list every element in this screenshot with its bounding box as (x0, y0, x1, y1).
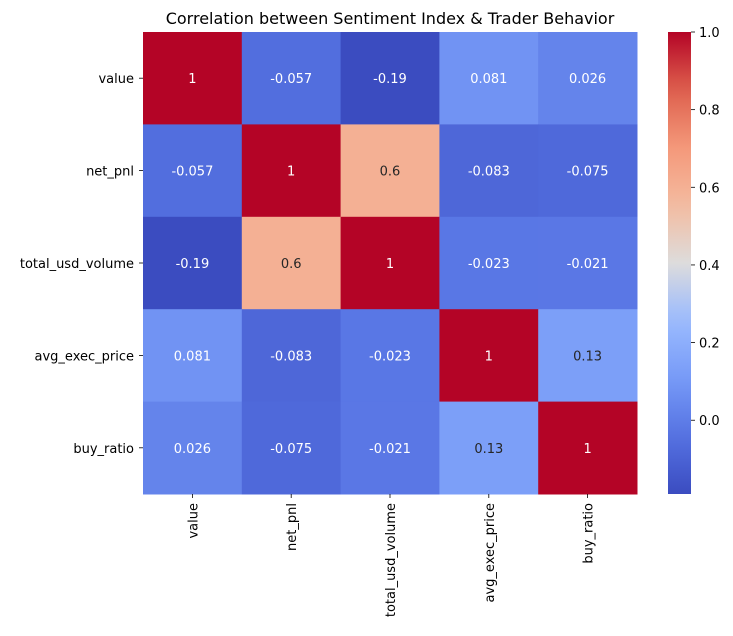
cell-value-label: 1 (386, 257, 394, 272)
y-tick-label: avg_exec_price (35, 349, 134, 364)
heatmap-cell (340, 32, 440, 125)
x-tick-label: avg_exec_price (483, 503, 498, 602)
x-tick-label: net_pnl (285, 503, 300, 551)
heatmap-cell (143, 124, 243, 218)
y-tick-labels: value net_pnl total_usd_volume avg_exec_pri… (20, 72, 143, 457)
heatmap-cell (143, 401, 243, 495)
cell-value-label: -0.021 (369, 442, 411, 457)
cell-value-label: -0.057 (270, 72, 312, 87)
heatmap-cell (241, 216, 342, 310)
cell-value-label: 1 (287, 165, 295, 180)
cell-value-label: 0.6 (281, 257, 302, 272)
y-tick-label: net_pnl (86, 165, 134, 180)
colorbar-tick-label: 0.8 (699, 104, 720, 119)
heatmap-cell (241, 401, 342, 495)
heatmap-cell (439, 216, 539, 310)
heatmap-cell (143, 32, 243, 125)
y-tick-label: value (98, 72, 134, 87)
y-tick-label: total_usd_volume (20, 257, 134, 272)
heatmap-cell (241, 124, 342, 218)
cell-value-label: 0.13 (573, 349, 602, 364)
heatmap-cell (340, 401, 440, 495)
heatmap-cell (538, 124, 638, 218)
heatmap-cell (439, 309, 539, 403)
heatmap-cell (340, 216, 440, 310)
heatmap-cell (340, 124, 440, 218)
x-tick-label: total_usd_volume (384, 503, 399, 617)
colorbar: 0.0 0.2 0.4 0.6 0.8 1.0 (668, 26, 720, 494)
cell-value-label: 0.13 (474, 442, 503, 457)
heatmap-cell (538, 216, 638, 310)
x-tick-labels: value net_pnl total_usd_volume avg_exec_pri… (186, 494, 597, 617)
colorbar-gradient (668, 32, 691, 494)
heatmap-cell (241, 309, 342, 403)
colorbar-tick-label: 1.0 (699, 26, 720, 41)
colorbar-tick-label: 0.0 (699, 414, 720, 429)
colorbar-tick-label: 0.4 (699, 259, 720, 274)
colorbar-tick-label: 0.2 (699, 337, 720, 352)
cell-value-label: -0.19 (373, 72, 407, 87)
cell-value-label: 0.081 (470, 72, 507, 87)
heatmap-cell (538, 309, 638, 403)
heatmap-cell (143, 216, 243, 310)
cell-value-label: 0.081 (174, 349, 211, 364)
cell-value-label: -0.023 (369, 349, 411, 364)
cell-value-label: 1 (485, 349, 493, 364)
heatmap-cell (241, 32, 342, 125)
cell-value-label: -0.083 (468, 165, 510, 180)
colorbar-tick-label: 0.6 (699, 181, 720, 196)
heatmap-cell (439, 32, 539, 125)
cell-value-label: 1 (583, 442, 591, 457)
chart-title: Correlation between Sentiment Index & Tr… (166, 9, 615, 28)
cell-value-label: -0.075 (270, 442, 312, 457)
heatmap-cell (538, 32, 638, 125)
cell-value-label: -0.023 (468, 257, 510, 272)
y-tick-label: buy_ratio (73, 442, 134, 457)
cell-value-label: -0.19 (176, 257, 210, 272)
heatmap-cells: 1 -0.057 -0.19 0.081 0.026 -0.057 1 0.6 -0.083 -0… (143, 32, 638, 495)
heatmap-cell (439, 124, 539, 218)
heatmap-cell (538, 401, 638, 495)
cell-value-label: 0.6 (380, 165, 401, 180)
cell-value-label: 1 (188, 72, 196, 87)
cell-value-label: -0.021 (567, 257, 609, 272)
x-tick-label: value (186, 503, 201, 539)
cell-value-label: -0.083 (270, 349, 312, 364)
cell-value-label: -0.057 (171, 165, 213, 180)
cell-value-label: 0.026 (174, 442, 211, 457)
x-tick-label: buy_ratio (582, 503, 597, 564)
heatmap-cell (143, 309, 243, 403)
cell-value-label: -0.075 (567, 165, 609, 180)
cell-value-label: 0.026 (569, 72, 606, 87)
heatmap-cell (340, 309, 440, 403)
heatmap-cell (439, 401, 539, 495)
